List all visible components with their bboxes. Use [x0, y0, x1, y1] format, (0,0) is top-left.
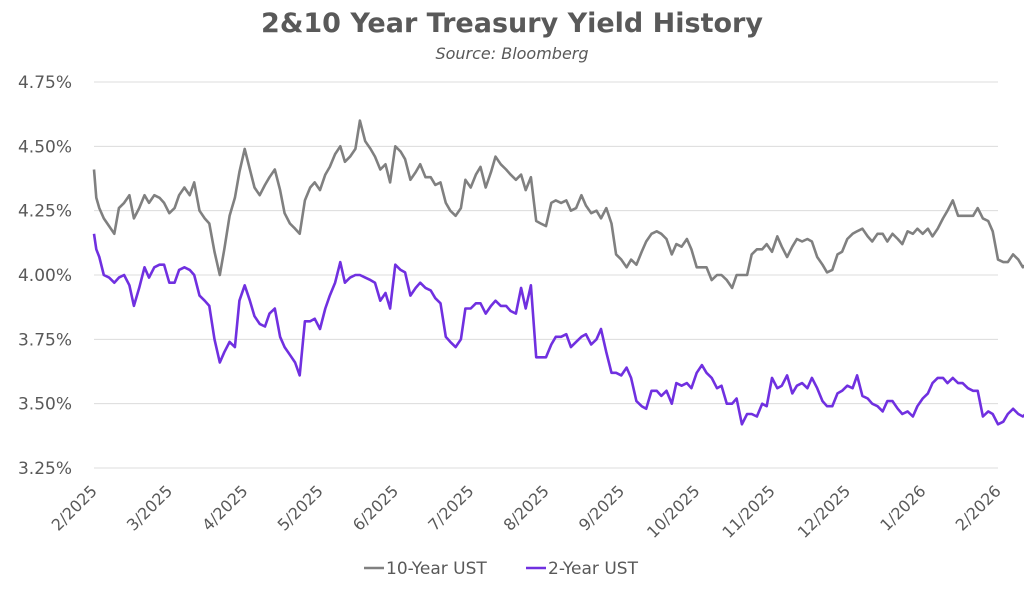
chart-title: 2&10 Year Treasury Yield History [261, 8, 763, 39]
x-tick-label: 2/2025 [48, 481, 101, 534]
x-tick-label: 6/2025 [349, 481, 402, 534]
x-tick-label: 4/2025 [198, 481, 251, 534]
series-line-2-year-ust [92, 233, 1024, 426]
x-tick-label: 2/2026 [952, 481, 1005, 534]
y-tick-label: 4.50% [18, 137, 72, 157]
chart-subtitle: Source: Bloomberg [435, 44, 589, 63]
legend-label: 10-Year UST [386, 559, 487, 579]
x-tick-label: 12/2025 [794, 481, 854, 541]
y-tick-label: 3.50% [18, 395, 72, 415]
x-tick-label: 8/2025 [500, 481, 553, 534]
x-tick-label: 5/2025 [274, 481, 327, 534]
y-tick-label: 4.75% [18, 73, 72, 93]
series-lines [92, 119, 1024, 426]
y-tick-label: 3.25% [18, 459, 72, 479]
x-tick-label: 11/2025 [718, 481, 778, 541]
y-tick-label: 4.25% [18, 202, 72, 222]
x-tick-label: 1/2026 [876, 481, 929, 534]
x-axis-ticks: 2/2025 3/2025 4/2025 5/2025 6/2025 7/2025 8/20… [48, 481, 1005, 541]
y-tick-label: 3.75% [18, 330, 72, 350]
x-tick-label: 9/2025 [575, 481, 628, 534]
y-tick-label: 4.00% [18, 266, 72, 286]
x-tick-label: 3/2025 [123, 481, 176, 534]
gridlines [94, 81, 998, 469]
x-tick-label: 10/2025 [643, 481, 703, 541]
x-tick-label: 7/2025 [424, 481, 477, 534]
legend-label: 2-Year UST [548, 559, 639, 579]
series-line-10-year-ust [92, 119, 1024, 290]
legend: 10-Year UST 2-Year UST [364, 559, 639, 579]
y-axis-ticks: 3.25% 3.50% 3.75% 4.00% 4.25% 4.50% 4.75% [18, 73, 72, 479]
